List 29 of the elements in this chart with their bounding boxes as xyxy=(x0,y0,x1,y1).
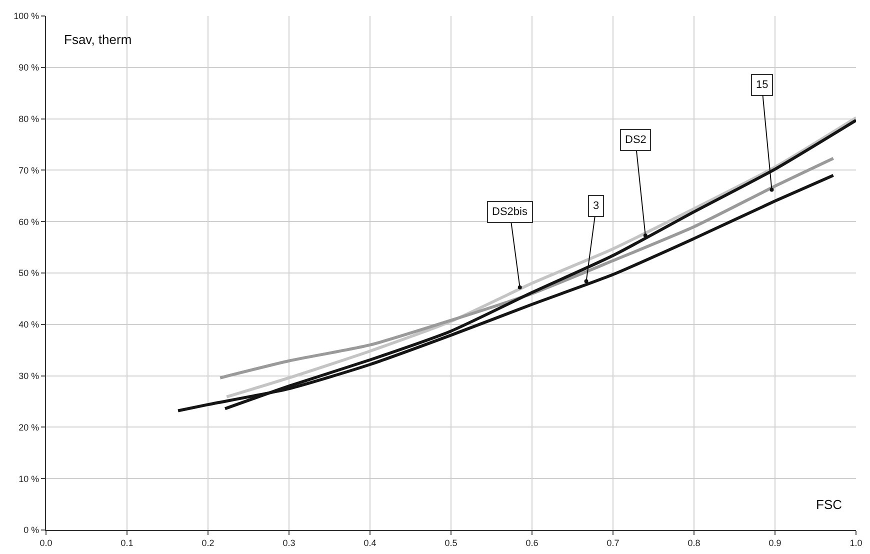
x-tick-label: 0.2 xyxy=(202,538,214,548)
y-tick-label: 10 % xyxy=(18,474,40,484)
y-tick-label: 30 % xyxy=(18,370,40,381)
y-tick-label: 70 % xyxy=(18,165,40,176)
x-tick-label: 0.4 xyxy=(364,538,376,548)
y-tick-label: 80 % xyxy=(18,114,40,124)
annotation: DS2 xyxy=(625,134,646,146)
y-tick-label: 60 % xyxy=(18,216,40,227)
y-tick-label: 40 % xyxy=(18,320,40,330)
line-series xyxy=(218,156,835,380)
y-tick-label: 100 % xyxy=(14,11,40,22)
x-tick-label: 0.0 xyxy=(40,538,52,548)
x-tick-label: 0.1 xyxy=(120,538,134,548)
annotation: 15 xyxy=(756,79,768,91)
x-tick-label: 0.7 xyxy=(606,538,620,548)
x-tick-label: 0.5 xyxy=(444,538,458,548)
x-tick-label: 0.8 xyxy=(688,538,700,548)
x-axis-title: FSC xyxy=(816,497,842,512)
x-tick-label: 0.3 xyxy=(282,538,296,548)
y-tick-label: 90 % xyxy=(18,62,40,73)
x-tick-label: 1.0 xyxy=(850,538,862,548)
y-tick-label: 20 % xyxy=(18,422,40,432)
x-tick-label: 0.6 xyxy=(526,538,538,548)
annotation: 3 xyxy=(593,200,600,212)
y-axis-title: Fsav, therm xyxy=(64,32,132,47)
y-tick-label: 0 % xyxy=(24,525,40,536)
y-tick-label: 50 % xyxy=(18,268,40,278)
x-tick-label: 0.9 xyxy=(768,538,782,548)
annotation: DS2bis xyxy=(492,206,528,218)
